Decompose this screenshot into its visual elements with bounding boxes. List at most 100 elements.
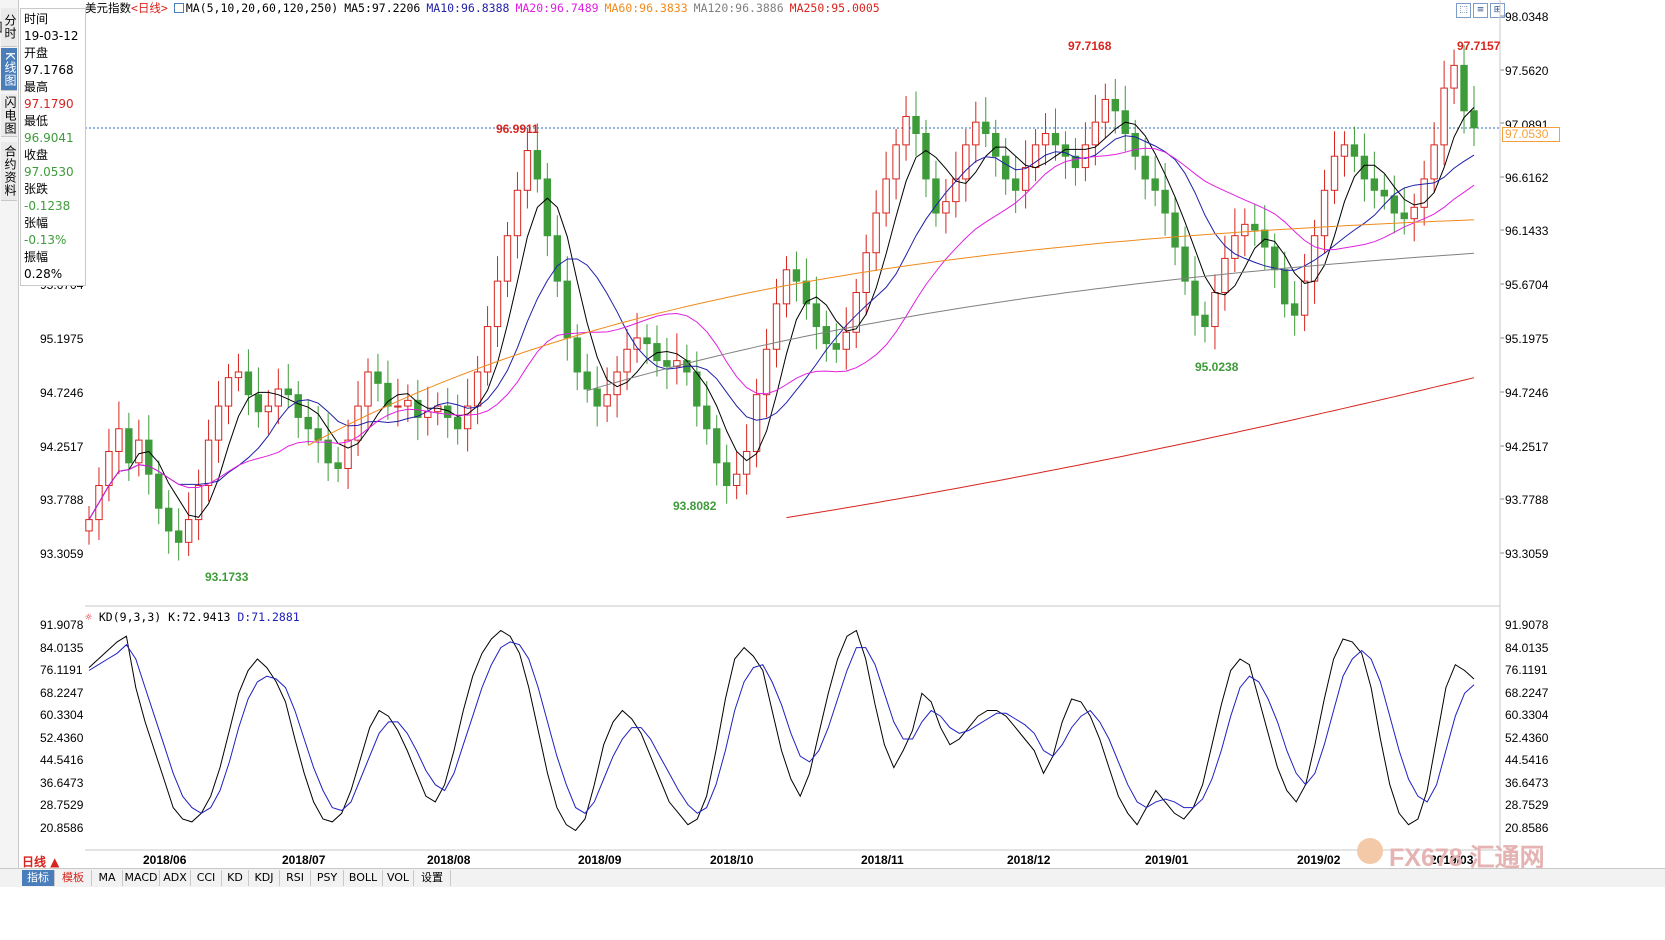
- candle-body: [105, 450, 113, 487]
- candle-body: [1151, 178, 1159, 191]
- candle-body: [174, 530, 183, 543]
- candle-body: [1380, 189, 1389, 197]
- candle-body: [613, 371, 621, 396]
- settings-icon[interactable]: [173, 3, 184, 13]
- candle-body: [1261, 229, 1269, 248]
- tab-timeshare[interactable]: 分时图: [0, 8, 17, 47]
- candle-body: [155, 473, 163, 509]
- tab-adx[interactable]: ADX: [160, 870, 191, 886]
- kd-k-line: [88, 629, 1475, 832]
- candle-body: [224, 377, 233, 407]
- candle-body: [304, 416, 312, 430]
- period-label[interactable]: <日线>: [131, 1, 168, 15]
- candle-body: [942, 201, 950, 214]
- grid-icon[interactable]: ⊞: [1490, 3, 1505, 18]
- price-chart[interactable]: [0, 0, 1665, 868]
- candle-body: [165, 507, 173, 532]
- price-axis-label: 93.3059: [1505, 547, 1549, 561]
- amp-value: 0.28%: [24, 267, 63, 281]
- tab-flash[interactable]: 闪电图: [1, 94, 17, 137]
- candle-body: [364, 371, 372, 407]
- candle-body: [444, 405, 452, 418]
- candle-body: [633, 337, 641, 350]
- candle-body: [463, 405, 472, 430]
- annotation-high-mar: 97.7157: [1457, 39, 1501, 53]
- tab-boll[interactable]: BOLL: [344, 870, 383, 886]
- tab-psy[interactable]: PSY: [311, 870, 344, 886]
- kd-left-axis-label: 44.5416: [40, 753, 84, 767]
- current-price-tag: 97.0530: [1502, 127, 1560, 142]
- close-value: 97.0530: [24, 165, 74, 179]
- pct-value: -0.13%: [24, 233, 67, 247]
- ma250-value: MA250:95.0005: [789, 1, 880, 15]
- time-label: 时间: [24, 12, 49, 26]
- ma5-value: MA5:97.2206: [344, 1, 421, 15]
- candle-body: [1041, 133, 1050, 146]
- candle-body: [1161, 189, 1169, 214]
- candle-body: [1390, 195, 1398, 214]
- price-axis-label: 97.5620: [1505, 64, 1549, 78]
- candle-body: [1211, 291, 1219, 328]
- candle-body: [1051, 133, 1060, 146]
- tab-indicators[interactable]: 指标: [22, 870, 55, 886]
- date-label: 2018/08: [427, 853, 471, 867]
- left-axis-label: 93.7788: [40, 493, 84, 507]
- candle-body: [543, 178, 552, 237]
- kd-params: KD(9,3,3): [98, 610, 162, 624]
- tab-kd[interactable]: KD: [222, 870, 249, 886]
- tab-rsi[interactable]: RSI: [280, 870, 311, 886]
- tab-settings[interactable]: 设置: [414, 870, 451, 886]
- left-axis-label: 95.1975: [40, 332, 84, 346]
- candle-body: [145, 439, 153, 475]
- candle-body: [125, 428, 133, 464]
- candle-body: [204, 439, 213, 487]
- candle-body: [1470, 110, 1478, 129]
- candle-body: [742, 450, 751, 475]
- restore-icon[interactable]: ⬚: [1456, 3, 1471, 18]
- candle-body: [1171, 212, 1179, 248]
- date-label: 2018/11: [861, 853, 904, 867]
- candle-body: [214, 405, 223, 441]
- chart-title: 美元指数: [85, 1, 131, 15]
- candle-body: [782, 269, 791, 305]
- candle-body: [513, 189, 522, 237]
- candle-body: [354, 405, 362, 441]
- candle-body: [832, 343, 841, 350]
- candle-body: [1201, 314, 1209, 328]
- candle-body: [1011, 178, 1020, 191]
- amp-label: 振幅: [24, 250, 49, 264]
- candle-body: [922, 133, 930, 180]
- sun-icon[interactable]: ☼: [85, 610, 92, 624]
- tab-kline[interactable]: K线图: [1, 48, 17, 91]
- candle-body: [264, 405, 273, 413]
- candle-body: [1400, 212, 1408, 220]
- tab-kdj[interactable]: KDJ: [249, 870, 280, 886]
- candle-body: [1251, 223, 1259, 231]
- candle-body: [324, 439, 332, 464]
- left-axis-label: 94.2517: [40, 440, 84, 454]
- candle-body: [1131, 133, 1139, 157]
- candle-body: [902, 115, 910, 146]
- tab-vol[interactable]: VOL: [383, 870, 414, 886]
- candle-body: [992, 133, 1000, 157]
- candle-body: [1071, 155, 1080, 169]
- tab-contract-info[interactable]: 合约资料: [1, 142, 17, 201]
- tab-ma[interactable]: MA: [92, 870, 123, 886]
- change-label: 张跌: [24, 182, 49, 196]
- candle-body: [1231, 235, 1239, 259]
- candle-body: [1330, 155, 1339, 191]
- price-axis-label: 96.6162: [1505, 171, 1549, 185]
- period-selector[interactable]: 日线 ▲: [22, 855, 60, 869]
- candle-body: [1440, 87, 1448, 146]
- list-icon[interactable]: ≡: [1473, 3, 1488, 18]
- tab-macd[interactable]: MACD: [123, 870, 160, 886]
- candle-body: [523, 150, 532, 191]
- price-axis-label: 94.2517: [1505, 440, 1549, 454]
- tab-templates[interactable]: 模板: [55, 870, 92, 886]
- candle-body: [1350, 144, 1359, 157]
- date-label: 2018/06: [143, 853, 187, 867]
- tab-cci[interactable]: CCI: [191, 870, 222, 886]
- ma250-line: [786, 377, 1475, 519]
- ohlc-info-panel: 时间 19-03-12 开盘 97.1768 最高 97.1790 最低 96.…: [20, 8, 86, 286]
- candle-body: [115, 428, 123, 452]
